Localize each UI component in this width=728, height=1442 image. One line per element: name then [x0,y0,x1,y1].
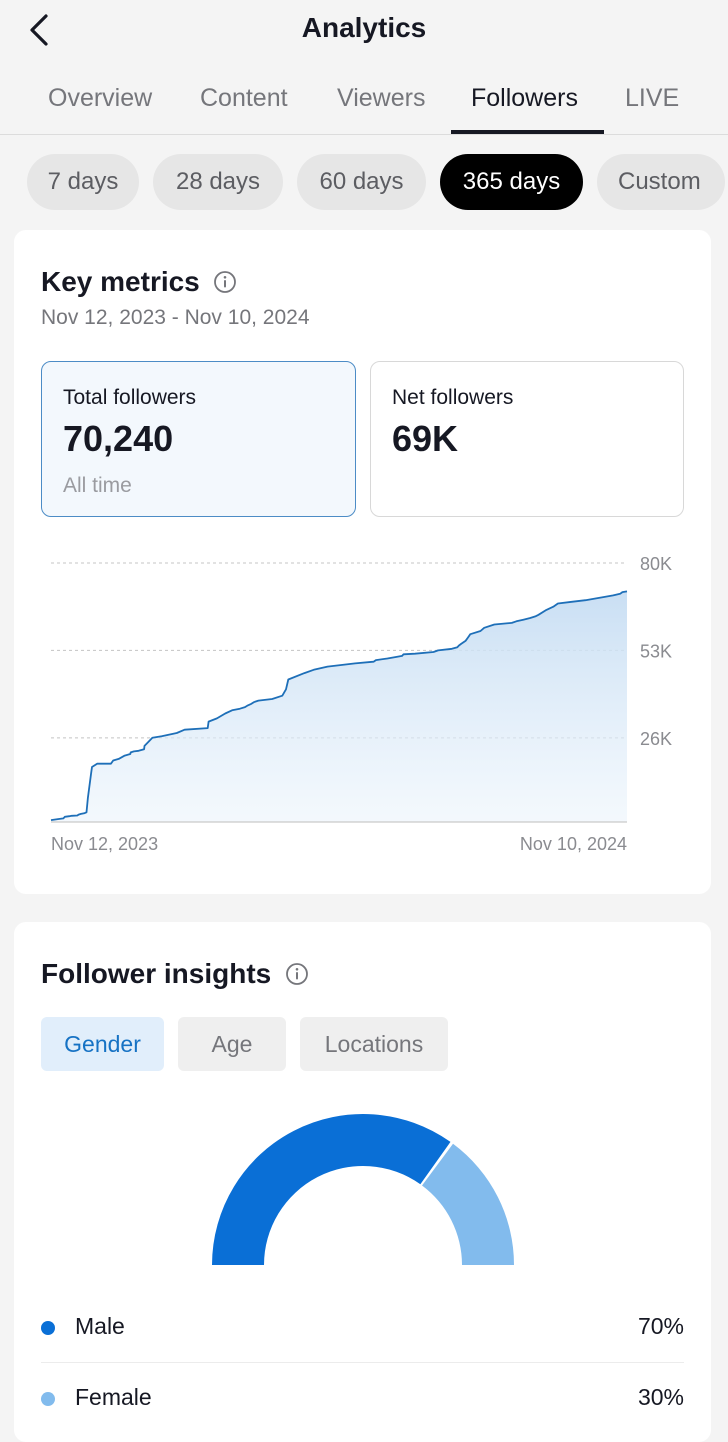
date-range-chips: 7 days 28 days 60 days 365 days Custom [0,154,728,210]
range-chip-60-days[interactable]: 60 days [297,154,426,210]
info-icon[interactable] [285,962,309,986]
metric-label: Total followers [63,386,197,409]
back-button[interactable] [22,10,58,50]
metric-value: 70,240 [63,418,174,459]
legend-percent: 30% [637,1384,684,1410]
metric-label: Net followers [392,386,514,409]
follower-insights-card: Follower insights Gender Age Locations M… [14,922,711,1442]
date-range-label: Nov 12, 2023 - Nov 10, 2024 [41,306,310,329]
tab-content[interactable]: Content [200,84,288,112]
filter-locations[interactable]: Locations [300,1017,448,1071]
follower-insights-title: Follower insights [41,958,272,989]
net-followers-card[interactable]: Net followers 69K [370,361,684,517]
y-tick-label: 80K [640,554,672,574]
metric-value: 69K [392,418,459,459]
key-metrics-title: Key metrics [41,266,200,297]
legend-dot-female [41,1392,55,1406]
filter-gender[interactable]: Gender [41,1017,164,1071]
legend-label: Female [75,1384,152,1410]
key-metrics-card: Key metrics Nov 12, 2023 - Nov 10, 2024 … [14,230,711,894]
y-tick-label: 26K [640,729,672,749]
legend-percent: 70% [637,1313,684,1339]
x-tick-label: Nov 10, 2024 [520,834,627,854]
tab-followers[interactable]: Followers [471,84,578,112]
donut-segment-female[interactable] [422,1143,514,1265]
active-tab-indicator [451,130,604,134]
metric-subtext: All time [63,474,132,497]
range-chip-custom[interactable]: Custom [597,154,725,210]
followers-line [50,590,628,821]
range-chip-7-days[interactable]: 7 days [27,154,139,210]
legend-row-male: Male 70% [41,1299,684,1359]
tab-bar: Overview Content Viewers Followers LIVE [0,64,728,135]
legend-dot-male [41,1321,55,1335]
range-chip-365-days[interactable]: 365 days [440,154,583,210]
chevron-left-icon [30,14,48,46]
filter-age[interactable]: Age [178,1017,286,1071]
followers-area [51,591,627,822]
y-tick-label: 53K [640,641,672,661]
tab-overview[interactable]: Overview [48,84,153,112]
page-title: Analytics [301,12,427,43]
x-tick-label: Nov 12, 2023 [51,834,158,854]
donut-segment-male[interactable] [212,1114,451,1265]
tab-live[interactable]: LIVE [625,84,680,112]
legend-label: Male [75,1313,125,1339]
header: Analytics [0,0,728,60]
followers-chart: 80K 53K 26K Nov 12, 2023 Nov 10, 2024 [50,554,672,854]
total-followers-card[interactable]: Total followers 70,240 All time [41,361,356,517]
range-chip-28-days[interactable]: 28 days [153,154,283,210]
tab-viewers[interactable]: Viewers [337,84,426,112]
legend-row-female: Female 30% [41,1370,684,1430]
gender-donut-chart [212,1114,514,1265]
legend-divider [41,1362,684,1363]
info-icon[interactable] [213,270,237,294]
